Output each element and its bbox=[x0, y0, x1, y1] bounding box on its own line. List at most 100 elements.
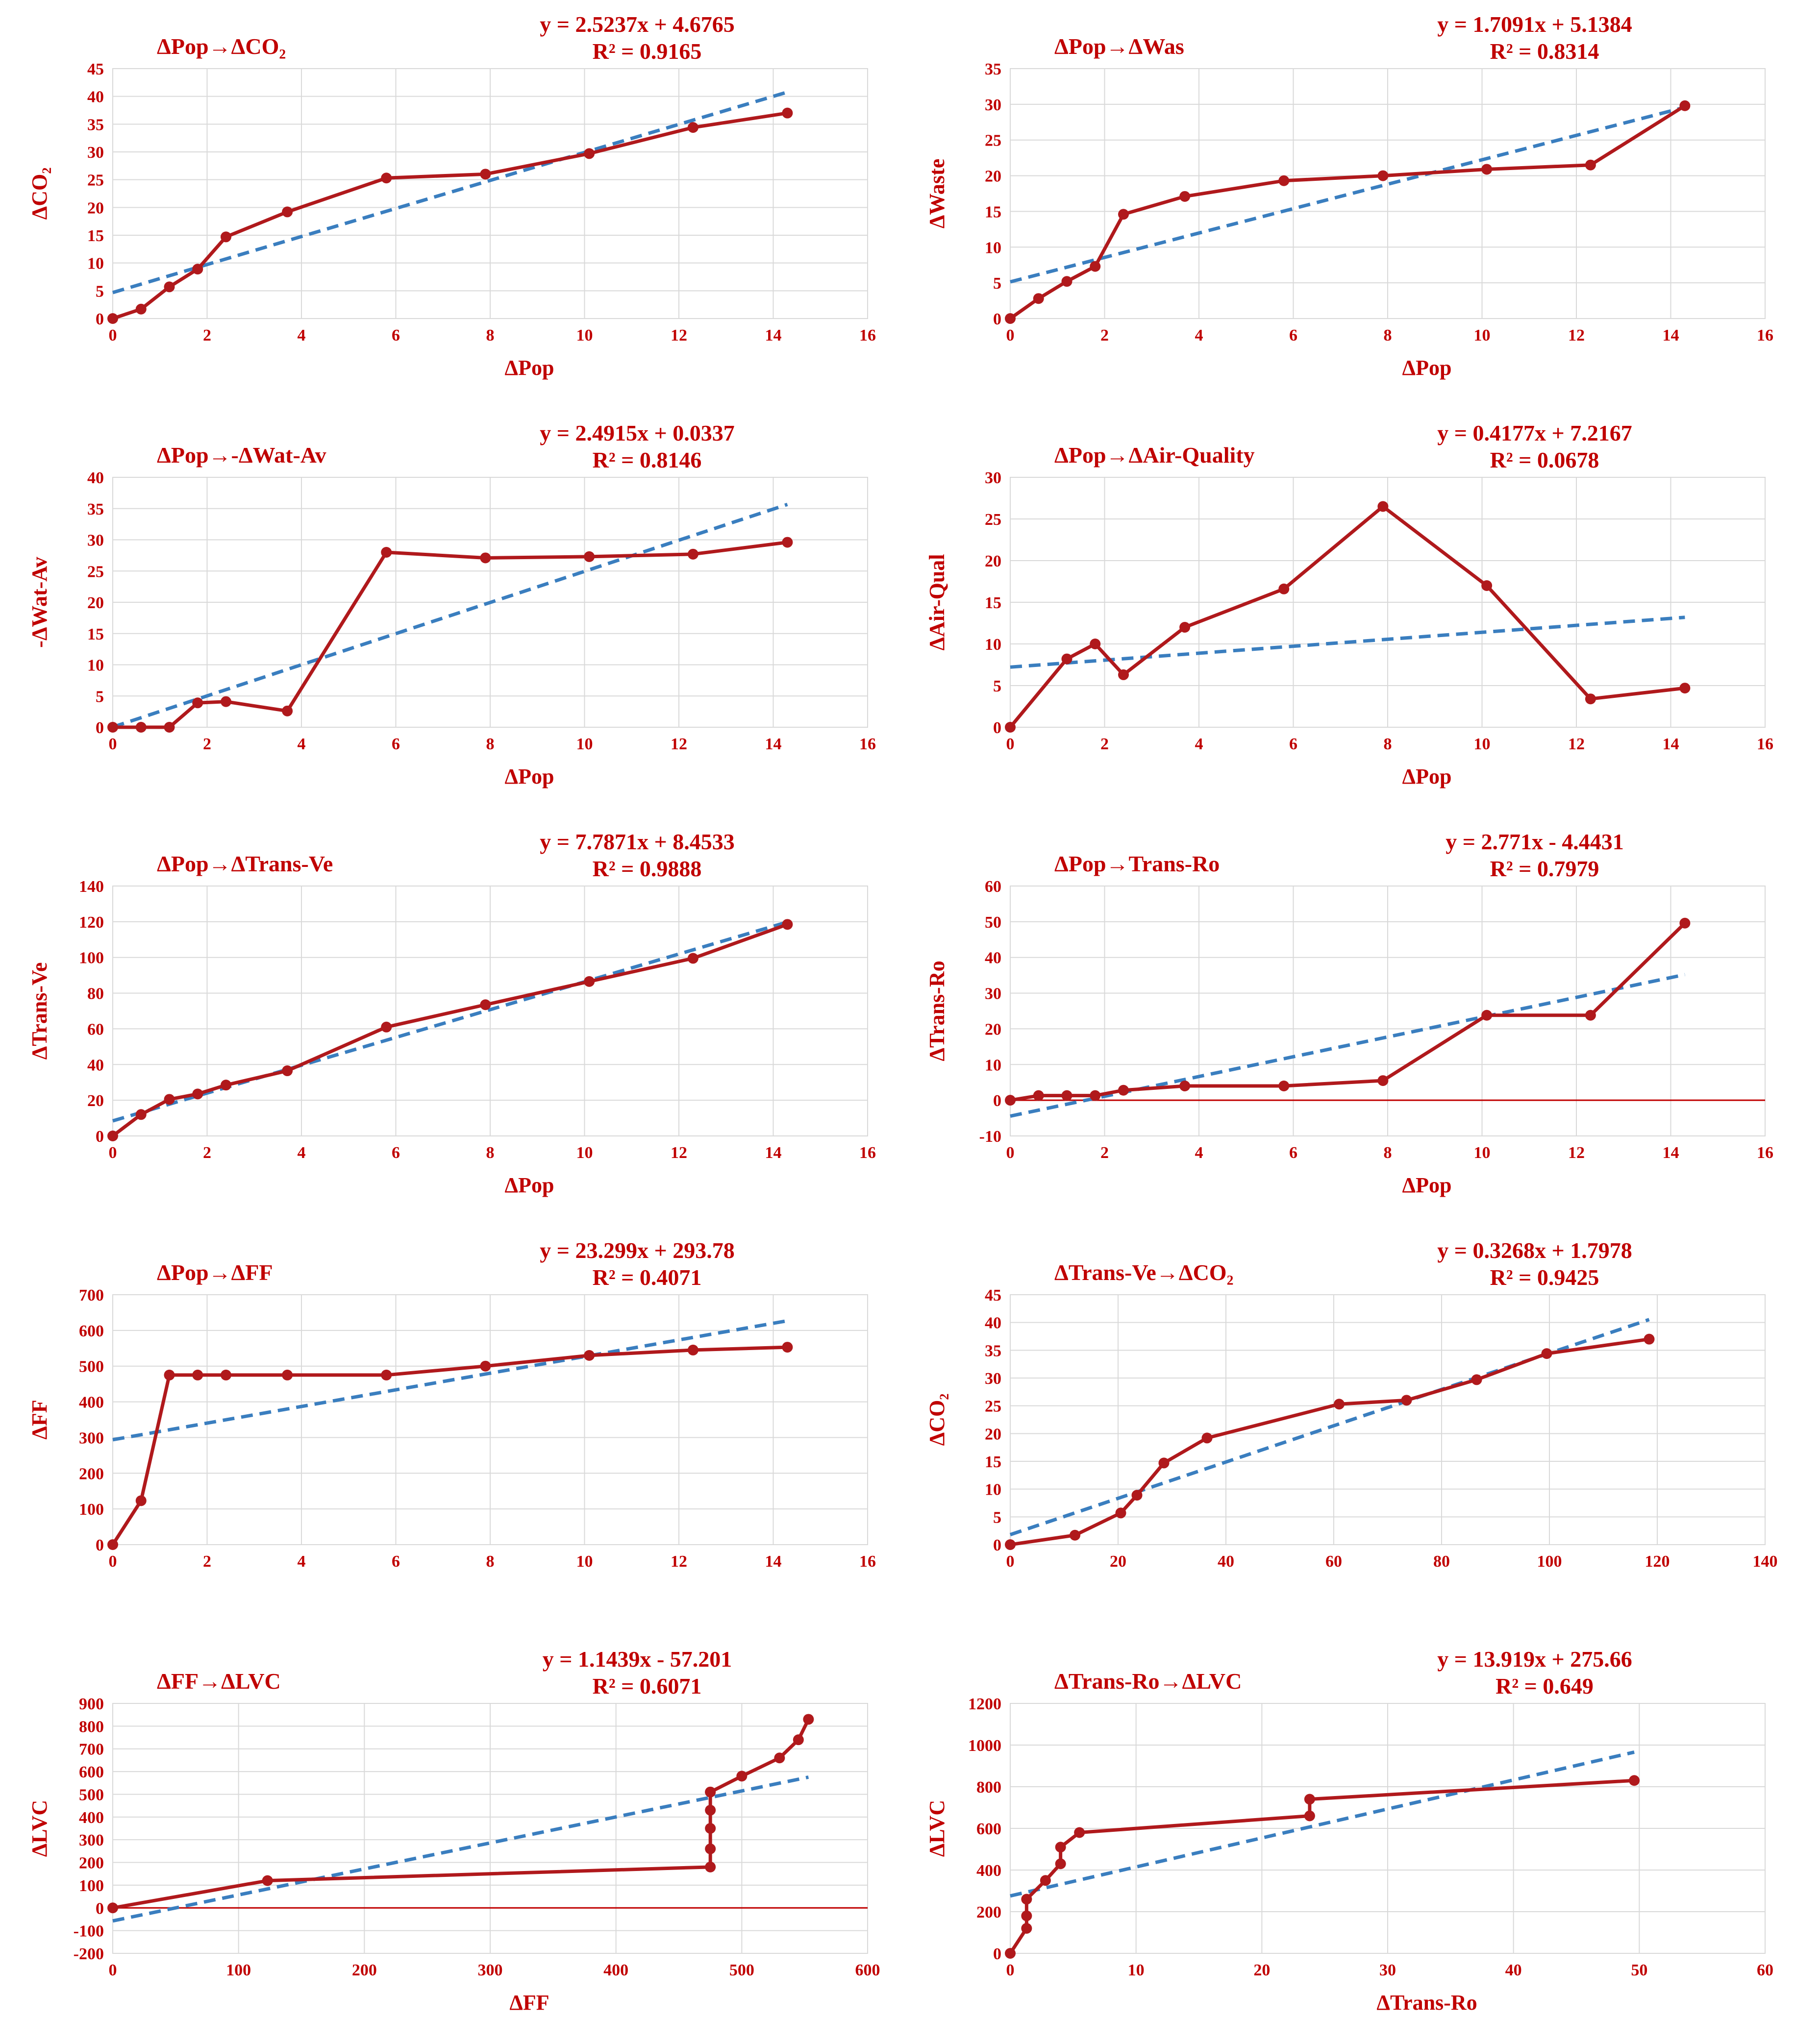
data-point bbox=[164, 1094, 175, 1105]
y-axis-label: ΔTrans-Ve bbox=[27, 962, 51, 1060]
grid bbox=[1010, 477, 1766, 728]
y-tick-label: 10 bbox=[985, 239, 1001, 257]
series-line bbox=[112, 111, 788, 320]
data-point bbox=[192, 264, 203, 275]
y-tick-label: 0 bbox=[993, 1945, 1001, 1963]
trend-equation: y = 2.4915x + 0.0337 bbox=[540, 420, 734, 445]
x-tick-label: 2 bbox=[203, 326, 211, 345]
series-line bbox=[1010, 922, 1686, 1102]
data-point bbox=[1201, 1432, 1213, 1444]
data-point bbox=[107, 1902, 118, 1914]
chart-ff-lvc: 0 100 200 300 400 500 600 -200 -100 0 100 200 300 400… bbox=[0, 1635, 898, 2044]
x-tick-label: 200 bbox=[352, 1961, 377, 1979]
data-point bbox=[1179, 191, 1191, 202]
data-point bbox=[1679, 683, 1691, 694]
y-tick-label: 400 bbox=[976, 1862, 1001, 1880]
data-point bbox=[262, 1875, 273, 1886]
y-tick-label: 30 bbox=[985, 985, 1001, 1003]
plot-frame bbox=[112, 477, 868, 728]
data-point bbox=[381, 547, 392, 558]
data-point bbox=[687, 1344, 698, 1355]
data-point bbox=[1070, 1529, 1080, 1541]
chart-pop-air-quality: 0 2 4 6 8 10 12 14 16 0 5 10 15 20 25 30 ΔPop ΔAir-Qual ΔP… bbox=[898, 409, 1795, 817]
y-tick-label: 0 bbox=[993, 719, 1001, 737]
chart-svg: 0 2 4 6 8 10 12 14 16 0 20 40 60 80 100 120 140 ΔPop ΔTran… bbox=[27, 829, 876, 1197]
trend-equation: y = 0.4177x + 7.2167 bbox=[1437, 420, 1632, 445]
x-tick-label: 60 bbox=[1325, 1552, 1342, 1571]
x-tick-label: 20 bbox=[1110, 1552, 1126, 1571]
data-point bbox=[1131, 1490, 1143, 1501]
trend-line bbox=[112, 90, 788, 295]
y-tick-label: 35 bbox=[87, 500, 104, 518]
x-tick-label: 4 bbox=[298, 326, 306, 345]
trend-equation: y = 2.5237x + 4.6765 bbox=[540, 12, 734, 37]
x-tick-label: 0 bbox=[1006, 735, 1015, 753]
x-tick-label: 2 bbox=[1100, 326, 1109, 345]
y-axis-label: ΔLVC bbox=[925, 1800, 949, 1857]
x-tick-label: 12 bbox=[1568, 735, 1585, 753]
y-tick-label: 10 bbox=[87, 255, 104, 273]
data-points bbox=[107, 919, 793, 1141]
x-tick-label: 16 bbox=[859, 1552, 876, 1571]
plot-frame bbox=[112, 1294, 868, 1545]
x-tick-label: 4 bbox=[298, 1552, 306, 1571]
y-tick-label: 100 bbox=[79, 949, 104, 967]
data-point bbox=[282, 705, 293, 716]
data-point bbox=[381, 1021, 392, 1033]
data-point bbox=[1179, 622, 1191, 633]
plot-frame bbox=[1010, 68, 1766, 319]
data-point bbox=[1377, 501, 1389, 512]
data-point bbox=[192, 697, 203, 709]
data-point bbox=[480, 999, 491, 1010]
x-axis-label: ΔPop bbox=[505, 356, 554, 380]
y-tick-label: 15 bbox=[87, 625, 104, 643]
data-point bbox=[135, 722, 147, 733]
plot-frame bbox=[112, 68, 868, 319]
trend-line bbox=[112, 1775, 809, 1923]
x-tick-label: 40 bbox=[1218, 1552, 1234, 1571]
data-point bbox=[1278, 175, 1290, 186]
series-line bbox=[111, 923, 788, 1137]
y-tick-label: 60 bbox=[87, 1020, 104, 1038]
chart-svg: 0 2 4 6 8 10 12 14 16 -10 0 10 20 30 40 50 60 ΔPop ΔTrans-… bbox=[925, 829, 1773, 1197]
data-point bbox=[705, 1843, 716, 1854]
r-squared: R² = 0.9425 bbox=[1490, 1265, 1599, 1290]
data-point bbox=[164, 281, 175, 293]
x-axis-label: ΔPop bbox=[505, 764, 554, 788]
data-point bbox=[1644, 1333, 1655, 1345]
data-point bbox=[164, 722, 175, 733]
chart-svg: 0 2 4 6 8 10 12 14 16 0 5 10 15 20 25 30 35 40 45 ΔPop ΔCO₂ Δ… bbox=[27, 12, 876, 380]
y-tick-labels: 0 5 10 15 20 25 30 bbox=[985, 469, 1001, 737]
x-tick-label: 6 bbox=[392, 735, 400, 753]
y-tick-label: 25 bbox=[985, 1398, 1001, 1416]
y-tick-labels: 0 5 10 15 20 25 30 35 40 45 bbox=[985, 1286, 1001, 1554]
series-line bbox=[1009, 1778, 1635, 1954]
trend-equation: y = 23.299x + 293.78 bbox=[540, 1238, 734, 1263]
data-point bbox=[1304, 1794, 1315, 1805]
chart-pop-trans-ve: 0 2 4 6 8 10 12 14 16 0 20 40 60 80 100 120 140 ΔPop ΔTran… bbox=[0, 817, 898, 1226]
x-tick-label: 12 bbox=[671, 735, 687, 753]
r-squared: R² = 0.7979 bbox=[1490, 856, 1599, 881]
r-squared: R² = 0.8314 bbox=[1490, 39, 1599, 64]
data-point bbox=[135, 303, 147, 315]
y-tick-label: 0 bbox=[96, 1899, 104, 1918]
trend-line bbox=[1010, 973, 1686, 1118]
trend-line bbox=[112, 1319, 788, 1442]
x-axis-label: ΔPop bbox=[505, 1173, 554, 1197]
x-tick-label: 8 bbox=[486, 326, 495, 345]
data-point bbox=[1585, 159, 1596, 171]
grid bbox=[1010, 886, 1766, 1136]
y-tick-label: -10 bbox=[979, 1128, 1001, 1146]
data-point bbox=[480, 169, 491, 180]
data-point bbox=[282, 1065, 293, 1077]
x-tick-label: 10 bbox=[576, 735, 593, 753]
x-tick-label: 0 bbox=[109, 1552, 117, 1571]
series-line bbox=[1010, 1337, 1649, 1547]
y-tick-label: 0 bbox=[96, 1536, 104, 1554]
chart-title: ΔPop→ΔAir-Quality bbox=[1054, 443, 1255, 468]
x-tick-label: 14 bbox=[765, 1144, 782, 1162]
y-tick-labels: -10 0 10 20 30 40 50 60 bbox=[979, 878, 1001, 1146]
x-tick-label: 8 bbox=[1384, 1144, 1392, 1162]
data-point bbox=[107, 1539, 118, 1550]
x-tick-label: 14 bbox=[1663, 326, 1679, 345]
